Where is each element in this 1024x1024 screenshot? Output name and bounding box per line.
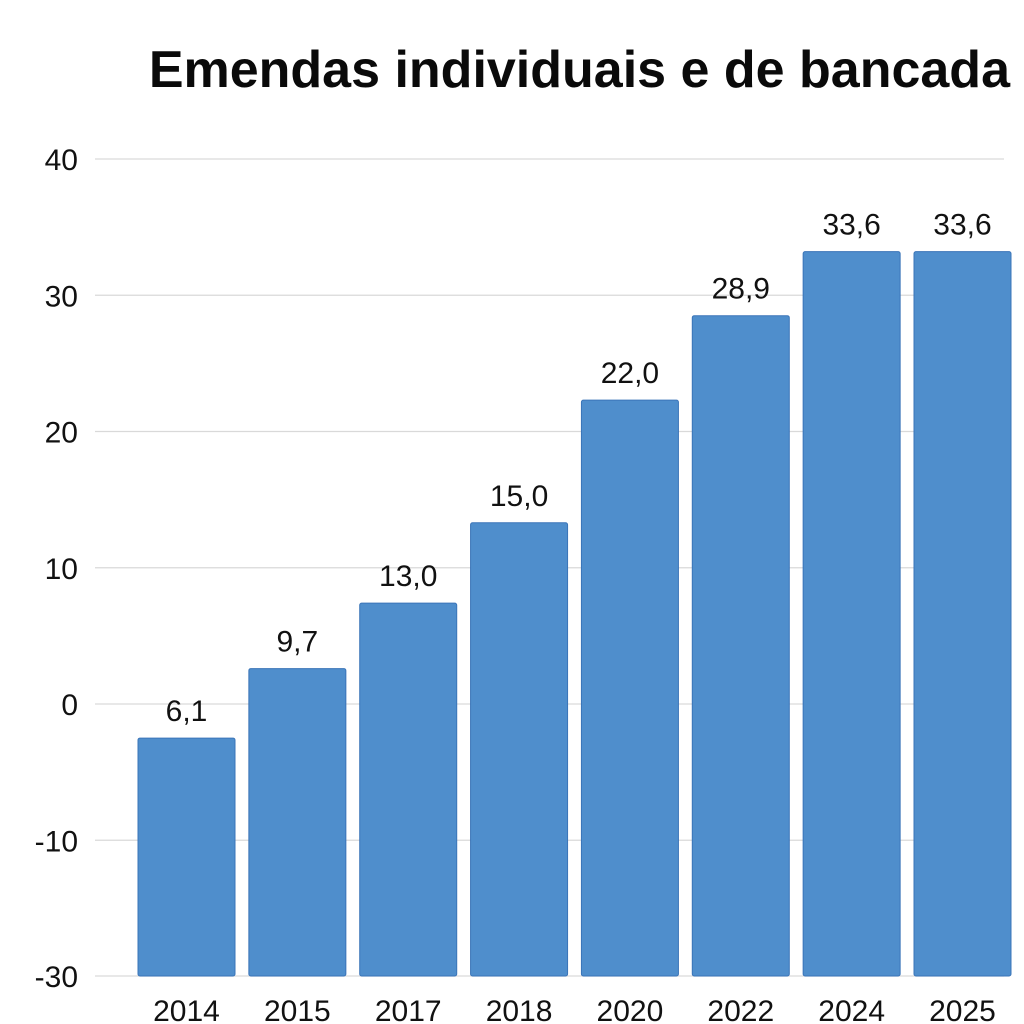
x-tick-label-2014: 2014 bbox=[153, 995, 220, 1024]
data-label-2024: 33,6 bbox=[822, 209, 880, 242]
data-labels: 6,1 9,7 13,0 15,0 22,0 28,9 33,6 33,6 bbox=[166, 209, 992, 728]
bar-2024 bbox=[802, 251, 901, 977]
y-tick-label: -30 bbox=[35, 961, 78, 994]
y-tick-label: 20 bbox=[45, 417, 78, 450]
bar-2017 bbox=[359, 602, 458, 977]
chart-title: Emendas individuais e de bancada bbox=[148, 41, 1010, 99]
x-tick-label-2024: 2024 bbox=[818, 995, 885, 1024]
y-tick-label: 30 bbox=[45, 280, 78, 313]
bar-2014 bbox=[137, 737, 236, 977]
x-tick-label-2022: 2022 bbox=[707, 995, 774, 1024]
data-label-2015: 9,7 bbox=[276, 626, 318, 659]
x-tick-label-2017: 2017 bbox=[375, 995, 442, 1024]
data-label-2020: 22,0 bbox=[601, 357, 659, 390]
x-tick-label-2025: 2025 bbox=[929, 995, 996, 1024]
y-tick-label: 10 bbox=[45, 553, 78, 586]
bar-2022 bbox=[691, 315, 790, 977]
x-tick-label-2015: 2015 bbox=[264, 995, 331, 1024]
x-tick-label-2018: 2018 bbox=[486, 995, 553, 1024]
data-label-2022: 28,9 bbox=[712, 273, 770, 306]
y-tick-label: 0 bbox=[61, 689, 78, 722]
data-label-2014: 6,1 bbox=[166, 695, 208, 728]
bar-2018 bbox=[470, 522, 569, 977]
bar-2020 bbox=[580, 399, 679, 977]
data-label-2018: 15,0 bbox=[490, 480, 548, 513]
y-tick-label: 40 bbox=[45, 144, 78, 177]
data-label-2025: 33,6 bbox=[933, 209, 991, 242]
data-label-2017: 13,0 bbox=[379, 560, 437, 593]
y-tick-label: -10 bbox=[35, 825, 78, 858]
bars bbox=[137, 251, 1012, 977]
bar-2025 bbox=[913, 251, 1012, 977]
y-axis-ticks: 40 30 20 10 0 -10 -30 bbox=[35, 144, 78, 994]
bar-2015 bbox=[248, 668, 347, 977]
x-tick-label-2020: 2020 bbox=[597, 995, 664, 1024]
x-axis-ticks: 2014 2015 2017 2018 2020 2022 2024 2025 bbox=[153, 995, 996, 1024]
